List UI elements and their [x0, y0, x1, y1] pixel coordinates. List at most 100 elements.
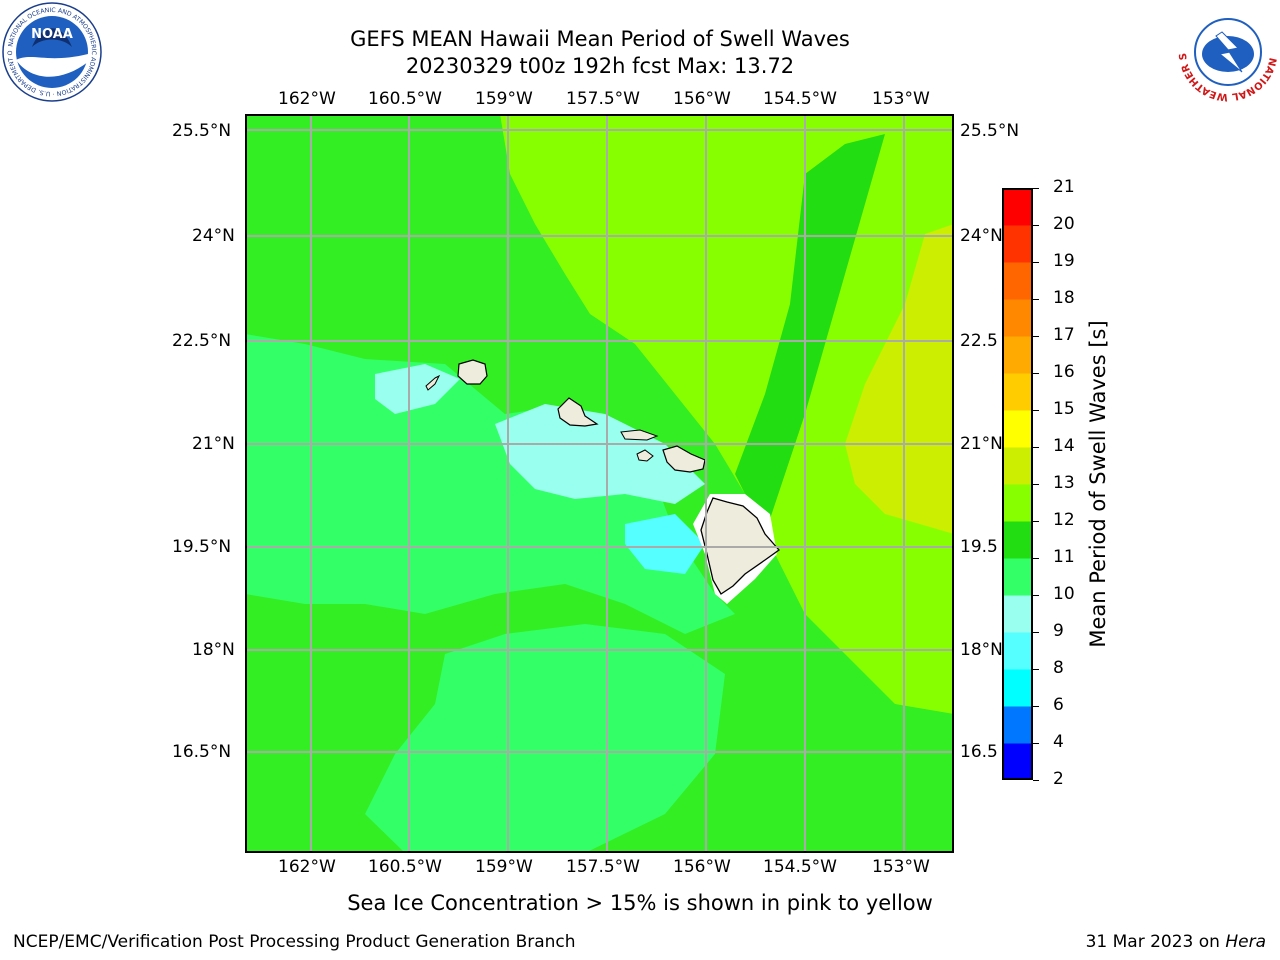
lat-label-left: 24°N — [192, 226, 235, 246]
noaa-logo: NOAA NATIONAL OCEANIC AND ATMOSPHERIC AD… — [2, 2, 102, 102]
lon-label-bottom: 154.5°W — [763, 857, 837, 877]
colorbar-tick-mark — [1033, 410, 1039, 411]
colorbar-tick-label: 15 — [1053, 399, 1075, 419]
colorbar-tick-mark — [1033, 595, 1039, 596]
lon-label-bottom: 159°W — [475, 857, 533, 877]
colorbar-swatch — [1002, 521, 1033, 559]
contour-8s — [625, 514, 705, 574]
colorbar-tick-mark — [1033, 632, 1039, 633]
contour-10s — [365, 624, 725, 853]
contour-9s — [495, 404, 705, 504]
lat-label-left: 18°N — [192, 640, 235, 660]
lat-label-right: 25.5°N — [960, 121, 1020, 141]
colorbar-tick-mark — [1033, 188, 1039, 189]
lat-label-right: 18°N — [960, 640, 1003, 660]
colorbar-tick-label: 19 — [1053, 251, 1075, 271]
lat-label-left: 21°N — [192, 434, 235, 454]
noaa-logo-text: NOAA — [31, 27, 73, 42]
chart-subtitle: 20230329 t00z 192h fcst Max: 13.72 — [405, 54, 795, 78]
colorbar-tick-mark — [1033, 336, 1039, 337]
colorbar-tick-label: 21 — [1053, 177, 1075, 197]
sea-ice-caption: Sea Ice Concentration > 15% is shown in … — [347, 891, 933, 915]
lon-label-top: 160.5°W — [368, 89, 442, 109]
colorbar-tick-label: 16 — [1053, 362, 1075, 382]
lat-label-left: 25.5°N — [172, 121, 232, 141]
colorbar-tick-mark — [1033, 373, 1039, 374]
colorbar-tick-mark — [1033, 484, 1039, 485]
contour-10s — [245, 334, 735, 634]
lon-label-top: 156°W — [673, 89, 731, 109]
colorbar-tick-mark — [1033, 669, 1039, 670]
colorbar-tick-label: 18 — [1053, 288, 1075, 308]
colorbar-swatch — [1002, 632, 1033, 670]
lon-label-bottom: 160.5°W — [368, 857, 442, 877]
colorbar-tick-label: 10 — [1053, 584, 1075, 604]
colorbar-tick-label: 4 — [1053, 732, 1064, 752]
colorbar-swatch — [1002, 669, 1033, 707]
colorbar-tick-mark — [1033, 521, 1039, 522]
swell-period-map — [245, 114, 954, 853]
lat-label-right: 16.5 — [960, 742, 998, 762]
colorbar-border — [1002, 188, 1033, 780]
lat-label-left: 16.5°N — [172, 742, 232, 762]
colorbar-tick-label: 9 — [1053, 621, 1064, 641]
colorbar-tick-mark — [1033, 262, 1039, 263]
colorbar-tick-label: 14 — [1053, 436, 1075, 456]
colorbar-swatch — [1002, 373, 1033, 411]
colorbar-swatch — [1002, 336, 1033, 374]
colorbar — [1002, 188, 1033, 780]
lanai-island — [636, 449, 654, 462]
colorbar-tick-label: 20 — [1053, 214, 1075, 234]
colorbar-swatch — [1002, 706, 1033, 744]
colorbar-tick-mark — [1033, 447, 1039, 448]
lon-label-top: 154.5°W — [763, 89, 837, 109]
colorbar-swatch — [1002, 484, 1033, 522]
colorbar-swatch — [1002, 558, 1033, 596]
colorbar-swatch — [1002, 410, 1033, 448]
colorbar-swatch — [1002, 743, 1033, 780]
niihau-island — [425, 374, 441, 391]
chart-title: GEFS MEAN Hawaii Mean Period of Swell Wa… — [350, 27, 850, 51]
colorbar-tick-mark — [1033, 299, 1039, 300]
graticule — [245, 114, 954, 853]
footer-date-text: 31 Mar 2023 on — [1085, 932, 1226, 952]
lon-label-top: 162°W — [278, 89, 336, 109]
contour-12s — [735, 134, 885, 534]
colorbar-tick-label: 11 — [1053, 547, 1075, 567]
colorbar-tick-label: 12 — [1053, 510, 1075, 530]
footer-date: 31 Mar 2023 on Hera — [1086, 932, 1266, 952]
colorbar-tick-mark — [1033, 558, 1039, 559]
colorbar-swatch — [1002, 225, 1033, 263]
molokai-island — [620, 429, 659, 441]
lat-label-right: 24°N — [960, 226, 1003, 246]
maui-island — [662, 445, 706, 473]
colorbar-tick-label: 8 — [1053, 658, 1064, 678]
colorbar-swatch — [1002, 262, 1033, 300]
contour-14s — [845, 224, 954, 534]
lat-label-right: 21°N — [960, 434, 1003, 454]
colorbar-swatch — [1002, 595, 1033, 633]
nws-logo: NATIONAL WEATHER SERVICE — [1178, 2, 1278, 102]
lat-label-right: 19.5 — [960, 537, 998, 557]
lon-label-top: 153°W — [872, 89, 930, 109]
lon-label-bottom: 156°W — [673, 857, 731, 877]
footer-machine: Hera — [1225, 932, 1266, 952]
kauai-island — [457, 359, 488, 385]
colorbar-tick-mark — [1033, 780, 1039, 781]
colorbar-tick-label: 6 — [1053, 695, 1064, 715]
colorbar-tick-label: 13 — [1053, 473, 1075, 493]
footer-credit: NCEP/EMC/Verification Post Processing Pr… — [13, 932, 576, 952]
lon-label-top: 159°W — [475, 89, 533, 109]
lon-label-bottom: 157.5°W — [566, 857, 640, 877]
lon-label-top: 157.5°W — [566, 89, 640, 109]
colorbar-label: Mean Period of Swell Waves [s] — [1086, 320, 1110, 648]
oahu-island — [557, 397, 599, 427]
map-border — [245, 114, 954, 853]
lon-label-bottom: 162°W — [278, 857, 336, 877]
lat-label-left: 19.5°N — [172, 537, 232, 557]
colorbar-tick-mark — [1033, 743, 1039, 744]
colorbar-swatch — [1002, 299, 1033, 337]
colorbar-tick-mark — [1033, 706, 1039, 707]
colorbar-tick-mark — [1033, 225, 1039, 226]
colorbar-tick-label: 17 — [1053, 325, 1075, 345]
